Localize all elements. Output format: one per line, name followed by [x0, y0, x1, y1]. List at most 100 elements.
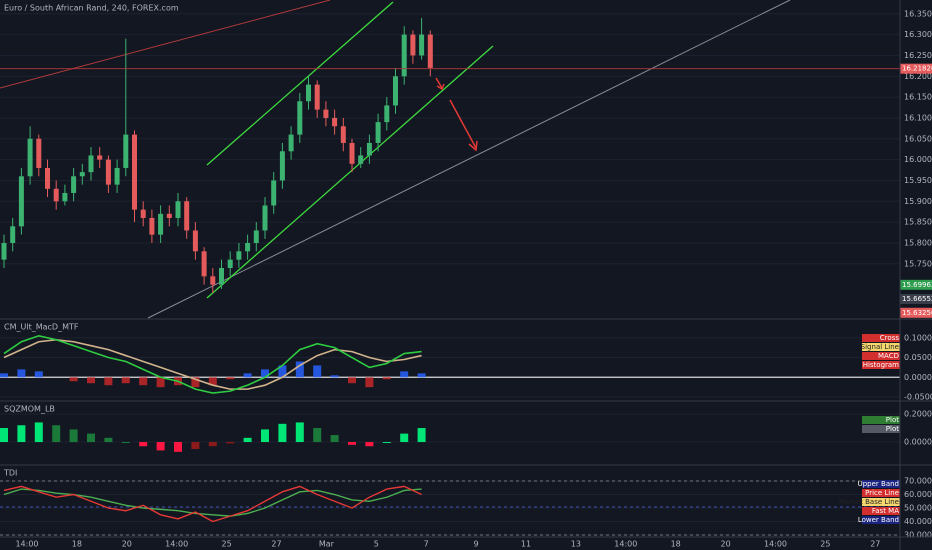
candle-body: [132, 134, 137, 210]
x-tick-label: 9: [474, 540, 479, 549]
histogram-bar: [400, 371, 409, 378]
histogram-bar: [348, 377, 356, 384]
legend-tag-label: Signal Line: [861, 343, 899, 351]
candle-body: [114, 167, 120, 185]
indicator-line: [3, 485, 422, 523]
momentum-bar: [417, 428, 426, 443]
histogram-bar: [208, 377, 217, 386]
candle-body: [393, 76, 398, 106]
x-tick-label: 20: [122, 540, 132, 549]
histogram-bar: [69, 377, 78, 382]
price-tag-label: 15.63250: [902, 309, 932, 317]
x-tick-label: 5: [374, 540, 379, 549]
trend-line: [147, 0, 791, 319]
candle-body: [27, 138, 33, 177]
chart-title: Euro / South African Rand, 240, FOREX.co…: [4, 4, 179, 13]
x-tick-label: 25: [222, 540, 232, 549]
histogram-bar: [313, 365, 322, 378]
histogram-bar: [243, 373, 252, 378]
candle-body: [192, 230, 198, 252]
momentum-bar: [278, 423, 287, 443]
marks: 15.75000 15.80000 15.85000 15.90000 15.95000…: [0, 9, 932, 549]
x-tick-label: 18: [72, 540, 82, 549]
momentum-bar: [17, 425, 26, 443]
candle-body: [262, 205, 268, 231]
momentum-bar: [313, 428, 322, 443]
legend-tag: [862, 334, 900, 342]
momentum-bar: [243, 437, 252, 443]
momentum-bar: [365, 442, 374, 447]
histogram-bar: [295, 361, 304, 378]
candle-body: [401, 34, 407, 77]
legend-tag: [862, 507, 900, 515]
x-tick-label: Mar: [319, 540, 335, 549]
panel-title: TDI: [3, 469, 17, 478]
legend-tag: [862, 352, 900, 360]
y-tick-label: 30.0000: [904, 531, 932, 540]
y-tick-label: 15.75000: [904, 259, 932, 268]
trend-line: [0, 0, 331, 89]
candle-body: [97, 155, 103, 160]
arrow-head: [468, 140, 478, 152]
candle-body: [340, 126, 346, 143]
legend-tag-label: Upper Band: [858, 480, 899, 488]
candle-body: [427, 34, 433, 68]
momentum-bar: [348, 442, 356, 445]
y-tick-label: 16.00000: [904, 155, 932, 164]
candle-body: [419, 34, 425, 56]
y-tick-label: 16.25000: [904, 51, 932, 60]
legend-tag: [862, 516, 900, 524]
candle-body: [375, 122, 381, 143]
y-tick-label: 0.2000: [904, 410, 932, 419]
histogram-bar: [87, 377, 95, 384]
momentum-bar: [382, 442, 391, 444]
price-tag-label: 15.66552: [902, 295, 932, 303]
candle-body: [358, 155, 364, 164]
price-tag: [900, 294, 932, 305]
x-tick-label: 25: [820, 540, 830, 549]
candle-body: [227, 259, 233, 268]
legend-tag-label: Plot: [886, 416, 899, 424]
candle-body: [297, 101, 303, 135]
candle-body: [184, 201, 190, 231]
legend-tag: [862, 498, 900, 506]
legend-tag: [862, 489, 900, 497]
y-tick-label: -0.0500: [904, 393, 932, 402]
arrow: [435, 77, 443, 89]
y-tick-label: 15.90000: [904, 197, 932, 206]
y-tick-label: 50.0000: [904, 504, 932, 513]
y-tick-label: 16.35000: [904, 9, 932, 18]
histogram-bar: [121, 377, 130, 384]
candle-body: [323, 109, 329, 118]
x-tick-label: 14:00: [764, 540, 787, 549]
x-tick-label: 11: [521, 540, 531, 549]
panel-title: CM_Ult_MacD_MTF: [4, 323, 79, 332]
y-tick-label: 40.0000: [904, 517, 932, 526]
y-tick-label: 15.80000: [904, 238, 932, 247]
legend-tag-label: Plot: [886, 425, 899, 433]
legend-tag: [862, 480, 900, 488]
momentum-bar: [261, 429, 269, 443]
x-tick-label: 18: [671, 540, 681, 549]
legend-tag-label: Fast MA: [872, 507, 899, 515]
y-tick-label: 0.1000: [904, 333, 932, 342]
histogram-bar: [139, 377, 148, 386]
histogram-bar: [278, 365, 287, 378]
candle-body: [219, 267, 224, 285]
candle-body: [10, 226, 16, 243]
histogram-bar: [330, 375, 339, 378]
candle-body: [271, 180, 277, 206]
legend-tag-label: Price Line: [865, 489, 899, 497]
arrow: [449, 99, 477, 149]
y-tick-label: 0.0000: [904, 438, 932, 447]
histogram-bar: [0, 373, 8, 378]
price-tag: [900, 63, 932, 74]
candle-body: [314, 84, 320, 110]
x-tick-label: 20: [721, 540, 731, 549]
histogram-bar: [226, 377, 235, 380]
candle-body: [384, 105, 390, 123]
legend-tag-label: Cross: [880, 334, 900, 342]
momentum-bar: [156, 442, 165, 451]
momentum-bar: [208, 442, 217, 447]
